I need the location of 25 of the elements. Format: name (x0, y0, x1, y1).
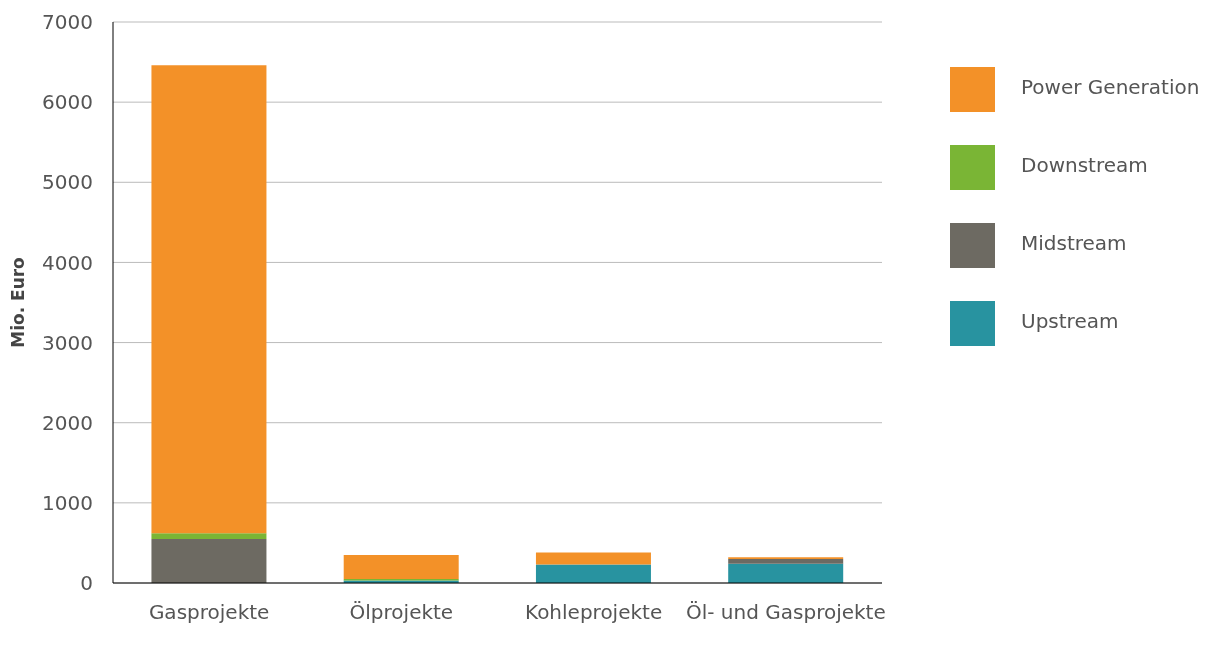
y-tick-label: 6000 (42, 90, 93, 115)
y-tick-label: 1000 (42, 490, 93, 515)
x-tick-label: Gasprojekte (148, 600, 270, 625)
y-tick-label: 2000 (42, 410, 93, 435)
y-tick-label: 7000 (42, 10, 93, 35)
bar (151, 65, 267, 534)
bar (535, 564, 651, 583)
bar (728, 558, 844, 564)
y-tick-label: 5000 (42, 170, 93, 195)
bar (343, 554, 459, 579)
bar (728, 563, 844, 583)
bar (151, 533, 267, 539)
y-axis-title: Mio. Euro (8, 257, 29, 348)
y-tick-label: 3000 (42, 330, 93, 355)
y-tick-label: 0 (80, 571, 93, 596)
bar (151, 538, 267, 583)
x-tick-label: Öl- und Gasprojekte (685, 600, 886, 625)
x-tick-label: Ölprojekte (349, 600, 454, 625)
legend-label: Upstream (1020, 308, 1119, 335)
x-tick-label: Kohleprojekte (525, 600, 663, 625)
legend-label: Downstream (1020, 152, 1148, 179)
legend-label: Midstream (1020, 230, 1127, 257)
bar (535, 552, 651, 565)
y-tick-label: 4000 (42, 250, 93, 275)
legend-label: Power Generation (1020, 74, 1200, 101)
